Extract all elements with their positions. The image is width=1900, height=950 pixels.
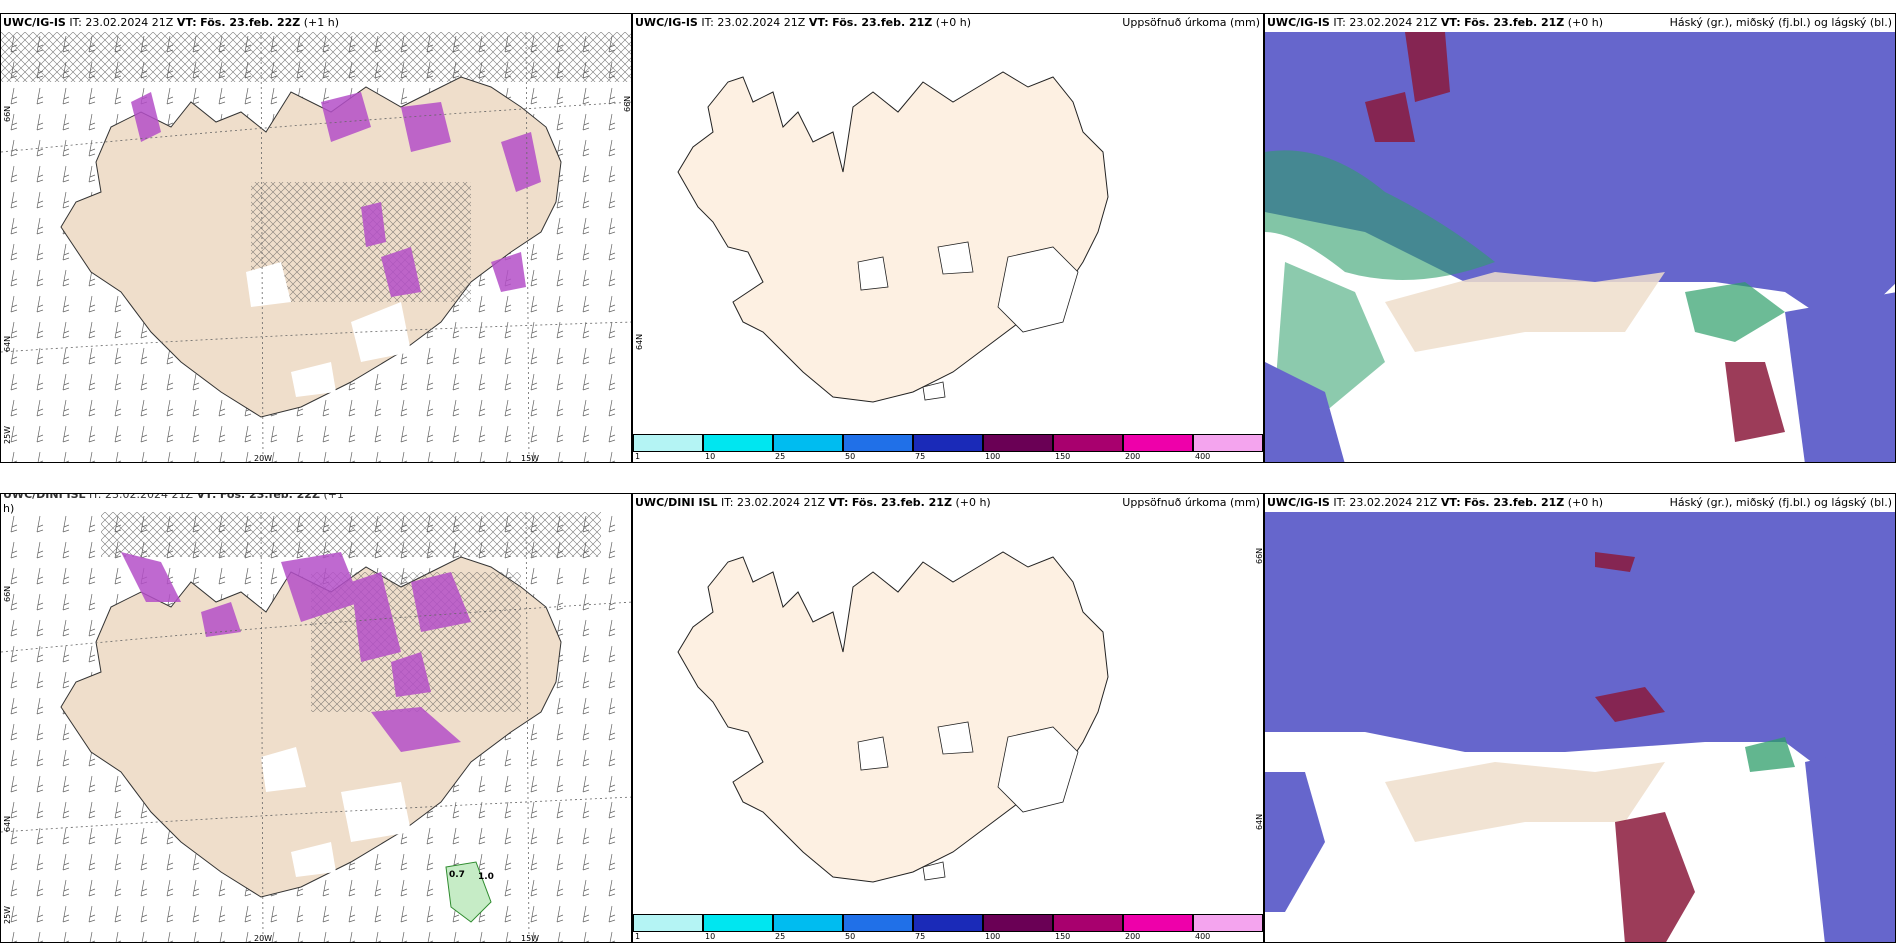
colorbar-tick-label: 25 xyxy=(775,932,786,941)
lat-label: 64N xyxy=(1255,813,1264,830)
colorbar-segment xyxy=(1053,914,1123,932)
map-panel-clouds-2: UWC/IG-IS IT: 23.02.2024 21Z VT: Fös. 23… xyxy=(1264,493,1896,943)
map-panel-precip-2: UWC/DINI ISL IT: 23.02.2024 21Z VT: Fös.… xyxy=(632,493,1264,943)
lon-label-vertical: 25W xyxy=(3,905,12,924)
colorbar-segment xyxy=(983,914,1053,932)
colorbar-segment xyxy=(773,434,843,452)
lat-label: 64N xyxy=(635,333,644,350)
colorbar-tick-label: 400 xyxy=(1195,932,1211,941)
precip-colorbar: 1 10 25 50 75 100 150 200 400 xyxy=(633,434,1263,462)
colorbar-segment xyxy=(633,434,703,452)
colorbar-segment xyxy=(913,434,983,452)
precip-map xyxy=(677,71,1109,403)
colorbar-segment xyxy=(703,434,773,452)
cloud-cover-map xyxy=(1265,32,1895,462)
colorbar-segment xyxy=(1193,434,1263,452)
precip-map xyxy=(677,551,1109,883)
panel-header: UWC/IG-IS IT: 23.02.2024 21Z VT: Fös. 23… xyxy=(1267,496,1604,509)
colorbar-tick-label: 150 xyxy=(1055,932,1071,941)
map-panel-precip-1: UWC/IG-IS IT: 23.02.2024 21Z VT: Fös. 23… xyxy=(632,13,1264,463)
colorbar-segment xyxy=(703,914,773,932)
colorbar-tick-label: 50 xyxy=(845,452,856,461)
colorbar-segment xyxy=(1193,914,1263,932)
colorbar-tick-label: 50 xyxy=(845,932,856,941)
panel-title: Uppsöfnuð úrkoma (mm) xyxy=(1122,496,1260,509)
precip-value-label: 0.7 xyxy=(449,870,465,880)
map-panel-wind-precip-1: UWC/IG-IS IT: 23.02.2024 21Z VT: Fös. 23… xyxy=(0,13,632,463)
panel-header: UWC/IG-IS IT: 23.02.2024 21Z VT: Fös. 23… xyxy=(1267,16,1604,29)
lat-label: 66N xyxy=(623,95,632,112)
colorbar-segment xyxy=(843,914,913,932)
colorbar-tick-label: 100 xyxy=(985,452,1001,461)
lon-label: 15W xyxy=(521,934,540,943)
colorbar-tick-label: 10 xyxy=(705,932,716,941)
lat-label: 66N xyxy=(1255,547,1264,564)
colorbar-tick-label: 10 xyxy=(705,452,716,461)
colorbar-tick-label: 200 xyxy=(1125,932,1141,941)
panel-title: Uppsöfnuð úrkoma (mm) xyxy=(1122,16,1260,29)
panel-header: UWC/IG-IS IT: 23.02.2024 21Z VT: Fös. 23… xyxy=(3,16,340,29)
colorbar-tick-label: 75 xyxy=(915,932,926,941)
colorbar-tick-label: 400 xyxy=(1195,452,1211,461)
lon-label: 15W xyxy=(521,454,540,463)
colorbar-tick-label: 75 xyxy=(915,452,926,461)
colorbar-segment xyxy=(1123,434,1193,452)
lon-label: 20W xyxy=(254,454,273,463)
colorbar-segment xyxy=(913,914,983,932)
precip-colorbar: 1 10 25 50 75 100 150 200 400 xyxy=(633,914,1263,942)
colorbar-segment xyxy=(1123,914,1193,932)
colorbar-tick-label: 1 xyxy=(635,452,641,461)
panel-header: UWC/DINI ISL IT: 23.02.2024 21Z VT: Fös.… xyxy=(635,496,991,509)
cloud-cover-map xyxy=(1265,512,1895,942)
colorbar-segment xyxy=(633,914,703,932)
colorbar-segment xyxy=(1053,434,1123,452)
wind-barb-map xyxy=(1,512,631,942)
lat-label: 66N xyxy=(3,585,12,602)
lat-label: 66N xyxy=(3,105,12,122)
panel-title: Háský (gr.), miðský (fj.bl.) og lágský (… xyxy=(1669,16,1892,29)
panel-header: UWC/DINI ISL IT: 23.02.2024 21Z VT: Fös.… xyxy=(3,493,344,501)
colorbar-tick-label: 150 xyxy=(1055,452,1071,461)
wind-barb-map xyxy=(1,32,631,462)
precip-value-label: 1.0 xyxy=(478,872,494,882)
iceland-landmass xyxy=(677,71,1109,403)
colorbar-segment xyxy=(773,914,843,932)
panel-title: Háský (gr.), miðský (fj.bl.) og lágský (… xyxy=(1669,496,1892,509)
colorbar-tick-label: 100 xyxy=(985,932,1001,941)
panel-header: UWC/IG-IS IT: 23.02.2024 21Z VT: Fös. 23… xyxy=(635,16,972,29)
lat-label: 64N xyxy=(3,815,12,832)
lat-label: 64N xyxy=(3,335,12,352)
panel-header-continued: h) xyxy=(3,502,15,515)
colorbar-segment xyxy=(843,434,913,452)
colorbar-segment xyxy=(983,434,1053,452)
colorbar-tick-label: 1 xyxy=(635,932,641,941)
map-panel-wind-precip-2: UWC/DINI ISL IT: 23.02.2024 21Z VT: Fös.… xyxy=(0,493,632,943)
iceland-landmass xyxy=(677,551,1109,883)
colorbar-tick-label: 200 xyxy=(1125,452,1141,461)
lon-label: 20W xyxy=(254,934,273,943)
colorbar-tick-label: 25 xyxy=(775,452,786,461)
map-panel-clouds-1: UWC/IG-IS IT: 23.02.2024 21Z VT: Fös. 23… xyxy=(1264,13,1896,463)
lon-label-vertical: 25W xyxy=(3,425,12,444)
